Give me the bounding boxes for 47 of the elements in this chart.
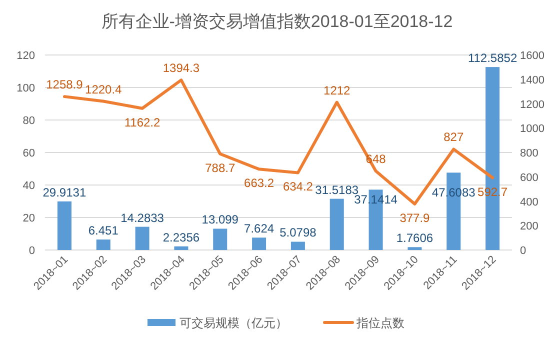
data-label: 827 xyxy=(444,130,464,144)
data-label: 634.2 xyxy=(282,180,314,194)
data-label: 13.099 xyxy=(202,212,239,227)
bar xyxy=(330,198,344,250)
bar xyxy=(174,246,188,250)
bar xyxy=(290,242,305,250)
data-label: 788.7 xyxy=(205,160,236,175)
bar xyxy=(408,247,422,250)
bar xyxy=(96,240,110,250)
y2-tick-label: 1600 xyxy=(520,50,544,62)
bar xyxy=(135,226,150,250)
data-label: 29.9131 xyxy=(42,185,86,200)
y2-tick-label: 1000 xyxy=(520,123,544,136)
data-label: 6.451 xyxy=(88,224,119,238)
data-label: 1162.2 xyxy=(124,115,161,130)
y-tick-label: 0 xyxy=(28,245,35,257)
y2-tick-label: 800 xyxy=(520,148,538,160)
legend-label: 指位点数 xyxy=(356,316,404,330)
y-tick-label: 120 xyxy=(16,50,35,62)
y-tick-label: 80 xyxy=(22,115,35,127)
data-label: 1394.3 xyxy=(162,61,200,76)
bar xyxy=(57,201,72,250)
data-label: 377.9 xyxy=(400,210,430,225)
data-label: 1.7606 xyxy=(396,231,434,246)
data-label: 5.0798 xyxy=(280,226,317,240)
data-label: 1258.9 xyxy=(46,78,84,92)
data-label: 14.2833 xyxy=(120,210,164,225)
y-tick-label: 100 xyxy=(16,82,35,94)
bar xyxy=(252,238,266,250)
y2-tick-label: 600 xyxy=(520,172,538,184)
chart-title: 所有企业-增资交易增值指数2018-01至2018-12 xyxy=(101,12,453,31)
bar xyxy=(213,228,228,250)
y2-tick-label: 1400 xyxy=(520,74,544,86)
data-label: 1220.4 xyxy=(85,82,122,96)
y2-tick-label: 400 xyxy=(520,196,538,208)
data-label: 663.2 xyxy=(244,176,274,190)
data-label: 1212 xyxy=(324,83,351,98)
data-label: 112.5852 xyxy=(468,51,518,66)
legend-label: 可交易规模（亿元） xyxy=(180,316,288,330)
y-tick-label: 20 xyxy=(22,212,35,224)
y2-tick-label: 0 xyxy=(520,245,526,257)
data-label: 2.2356 xyxy=(162,230,200,244)
data-label: 7.624 xyxy=(244,222,274,236)
y-tick-label: 40 xyxy=(22,180,35,192)
y2-tick-label: 1200 xyxy=(520,98,544,111)
y-tick-label: 60 xyxy=(22,148,35,160)
y2-tick-label: 200 xyxy=(520,220,538,233)
